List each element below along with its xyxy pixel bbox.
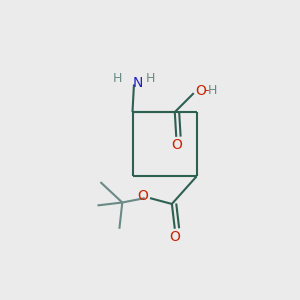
Text: H: H <box>113 72 123 85</box>
Text: -: - <box>205 84 209 97</box>
Text: O: O <box>195 84 206 98</box>
Text: O: O <box>169 230 180 244</box>
Text: H: H <box>208 84 217 97</box>
Text: O: O <box>171 138 182 152</box>
Text: N: N <box>132 76 142 90</box>
Text: H: H <box>145 72 155 85</box>
Text: O: O <box>138 189 148 203</box>
